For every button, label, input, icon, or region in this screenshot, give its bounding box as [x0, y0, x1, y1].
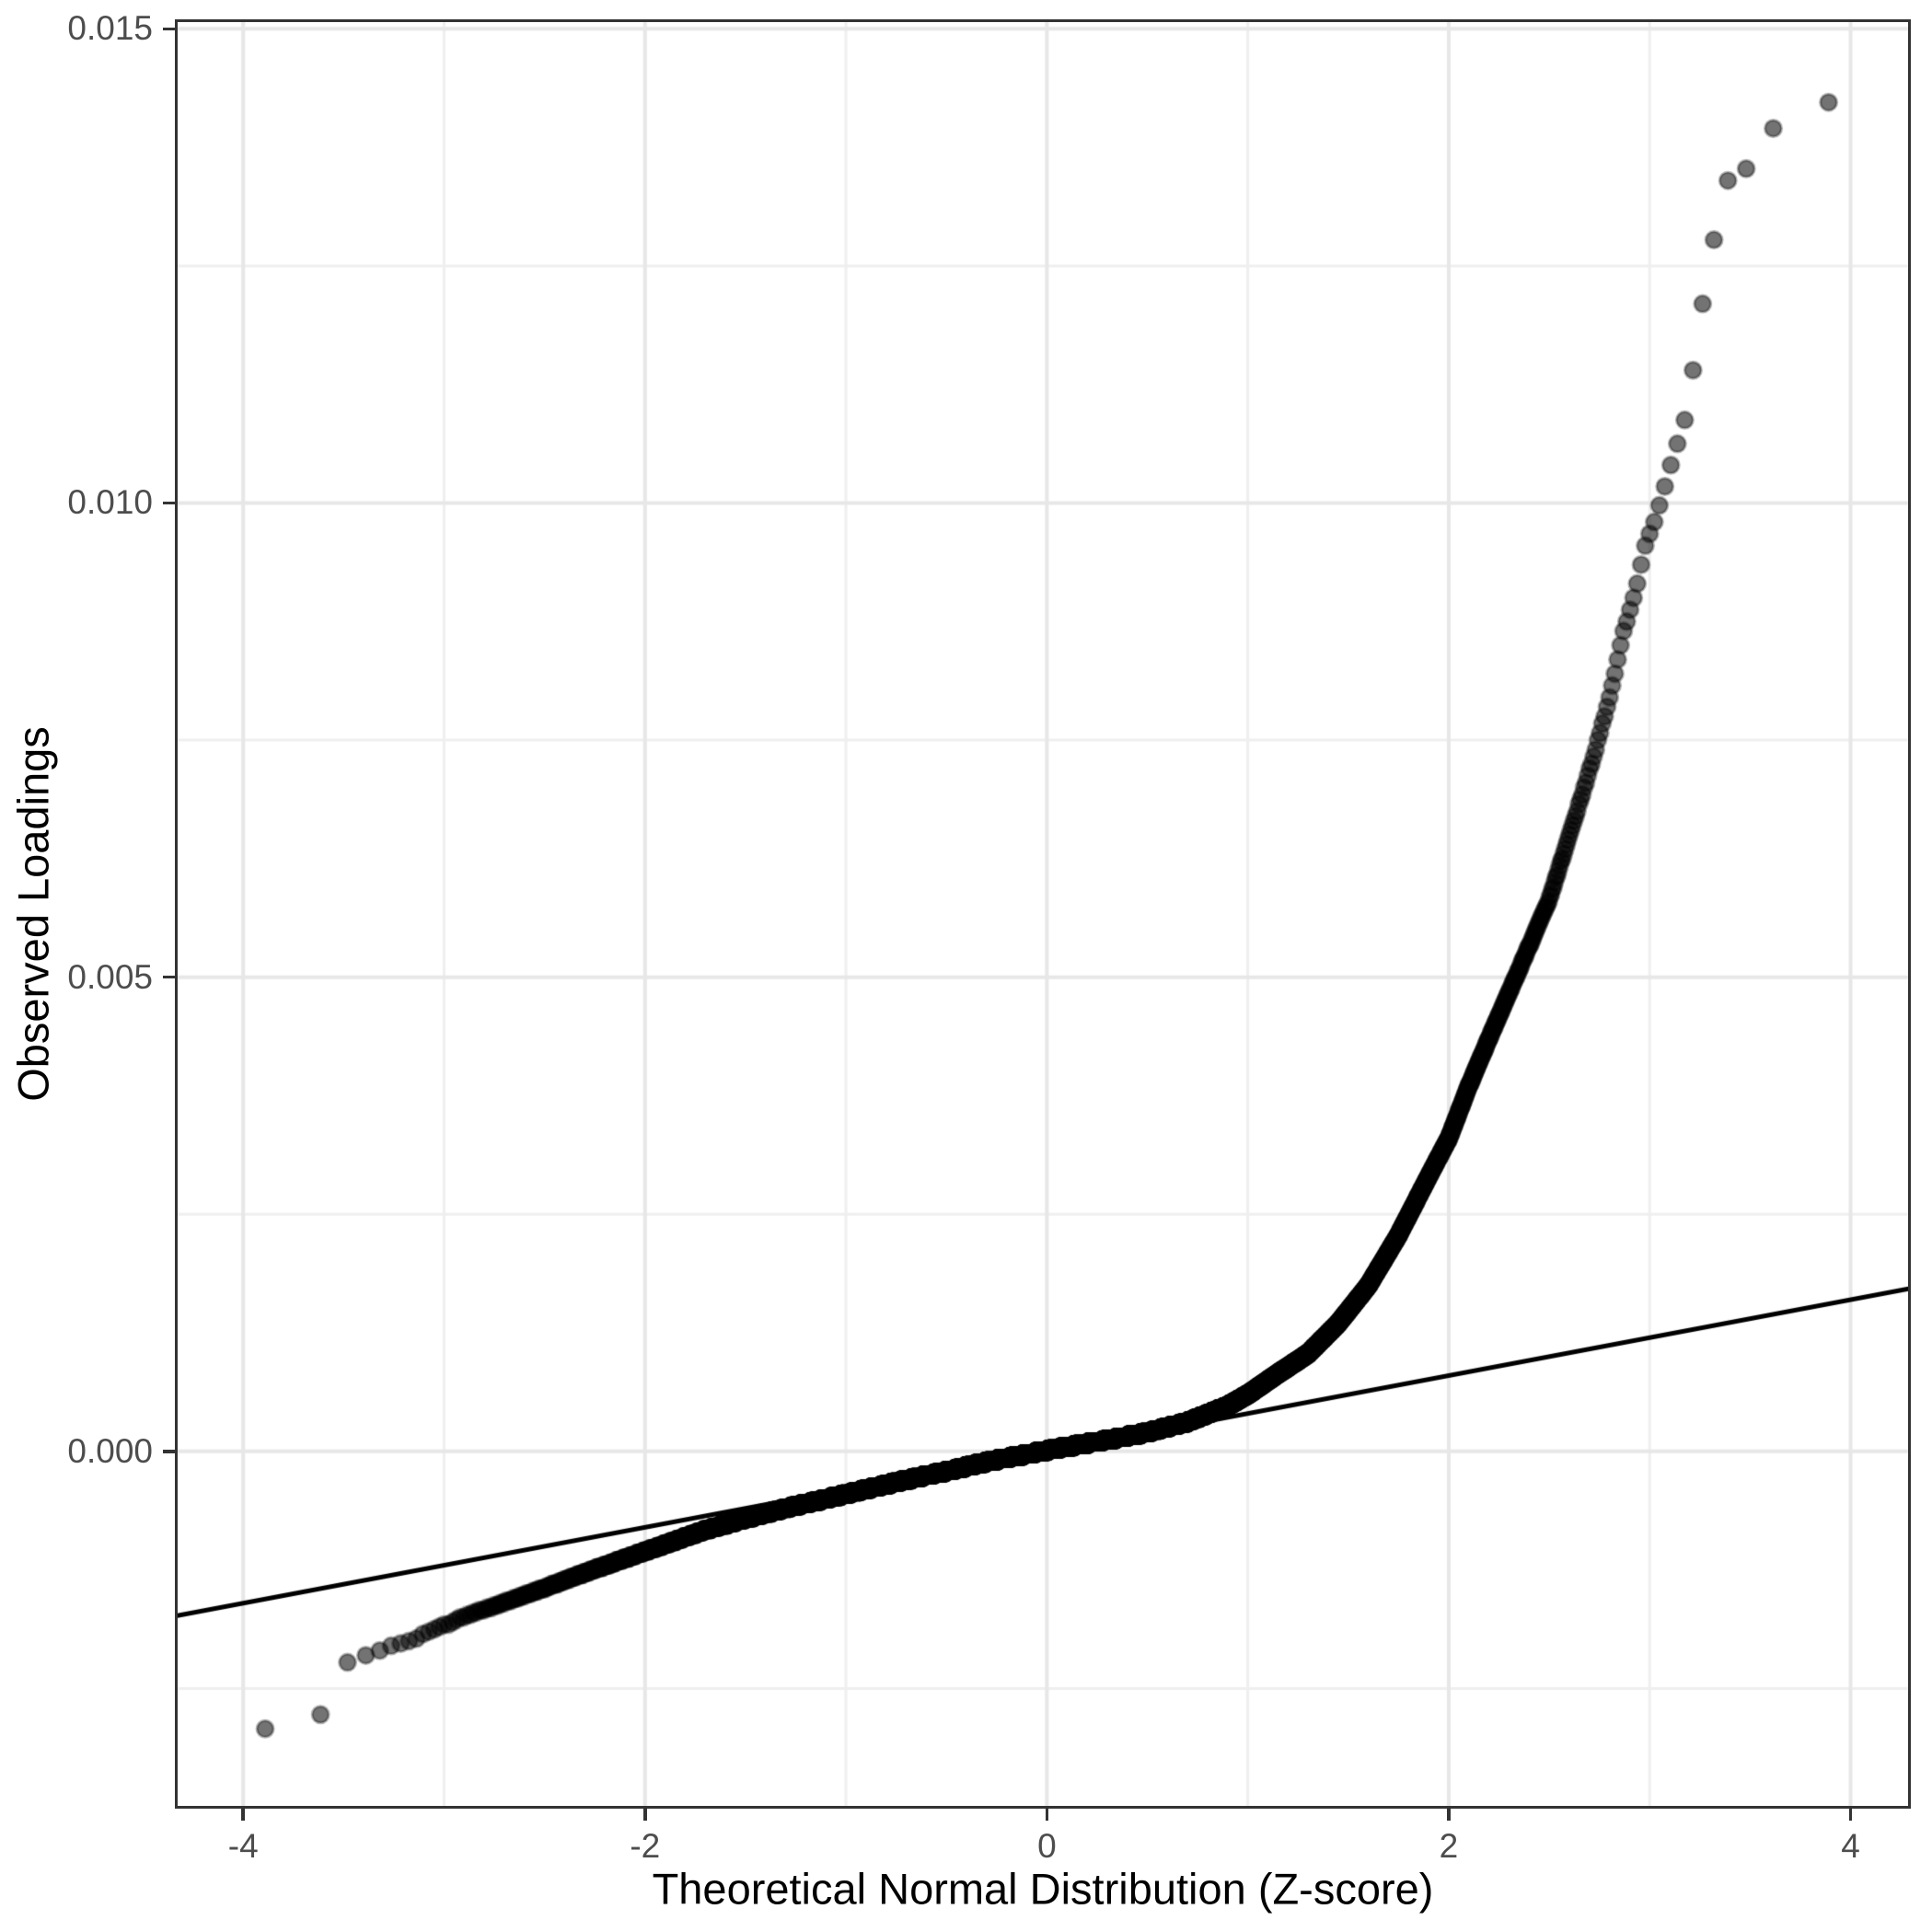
x-tick-label: 4	[1841, 1827, 1860, 1865]
x-tick-mark	[1045, 1809, 1049, 1821]
y-tick-mark	[163, 27, 175, 31]
x-axis-title: Theoretical Normal Distribution (Z-score…	[652, 1864, 1434, 1914]
x-tick-mark	[1447, 1809, 1451, 1821]
y-axis-title: Observed Loadings	[8, 726, 58, 1102]
y-tick-mark	[163, 501, 175, 505]
y-tick-label: 0.005	[67, 957, 153, 996]
x-tick-label: 2	[1439, 1827, 1459, 1865]
x-tick-mark	[1848, 1809, 1853, 1821]
x-tick-label: 0	[1037, 1827, 1057, 1865]
y-tick-label: 0.010	[67, 483, 153, 522]
x-tick-mark	[643, 1809, 647, 1821]
y-tick-label: 0.015	[67, 9, 153, 48]
y-tick-mark	[163, 1450, 175, 1453]
x-tick-mark	[241, 1809, 245, 1821]
y-tick-mark	[163, 975, 175, 979]
x-tick-label: -2	[630, 1827, 661, 1865]
qq-plot-canvas	[175, 19, 1911, 1809]
y-tick-label: 0.000	[67, 1431, 153, 1470]
x-tick-label: -4	[227, 1827, 259, 1865]
